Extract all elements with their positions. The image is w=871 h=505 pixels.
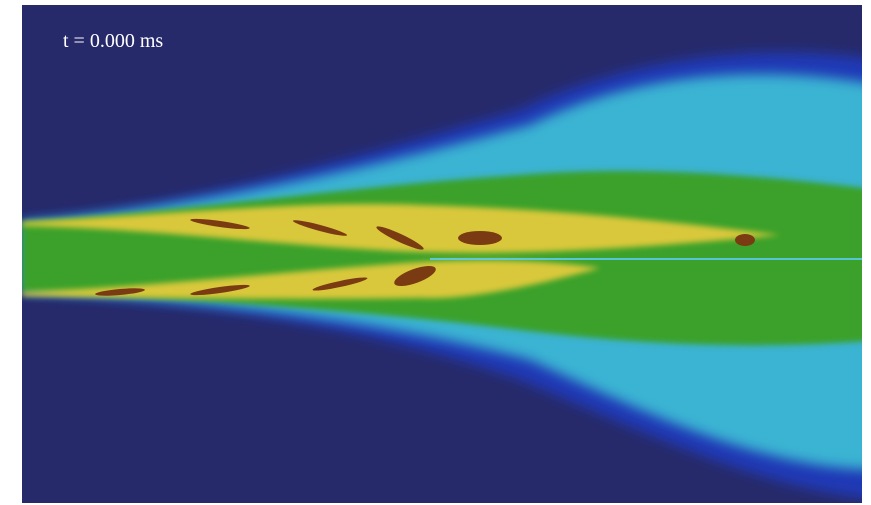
time-label: t = 0.000 ms [63,30,163,52]
simulation-frame: t = 0.000 ms [0,0,871,505]
